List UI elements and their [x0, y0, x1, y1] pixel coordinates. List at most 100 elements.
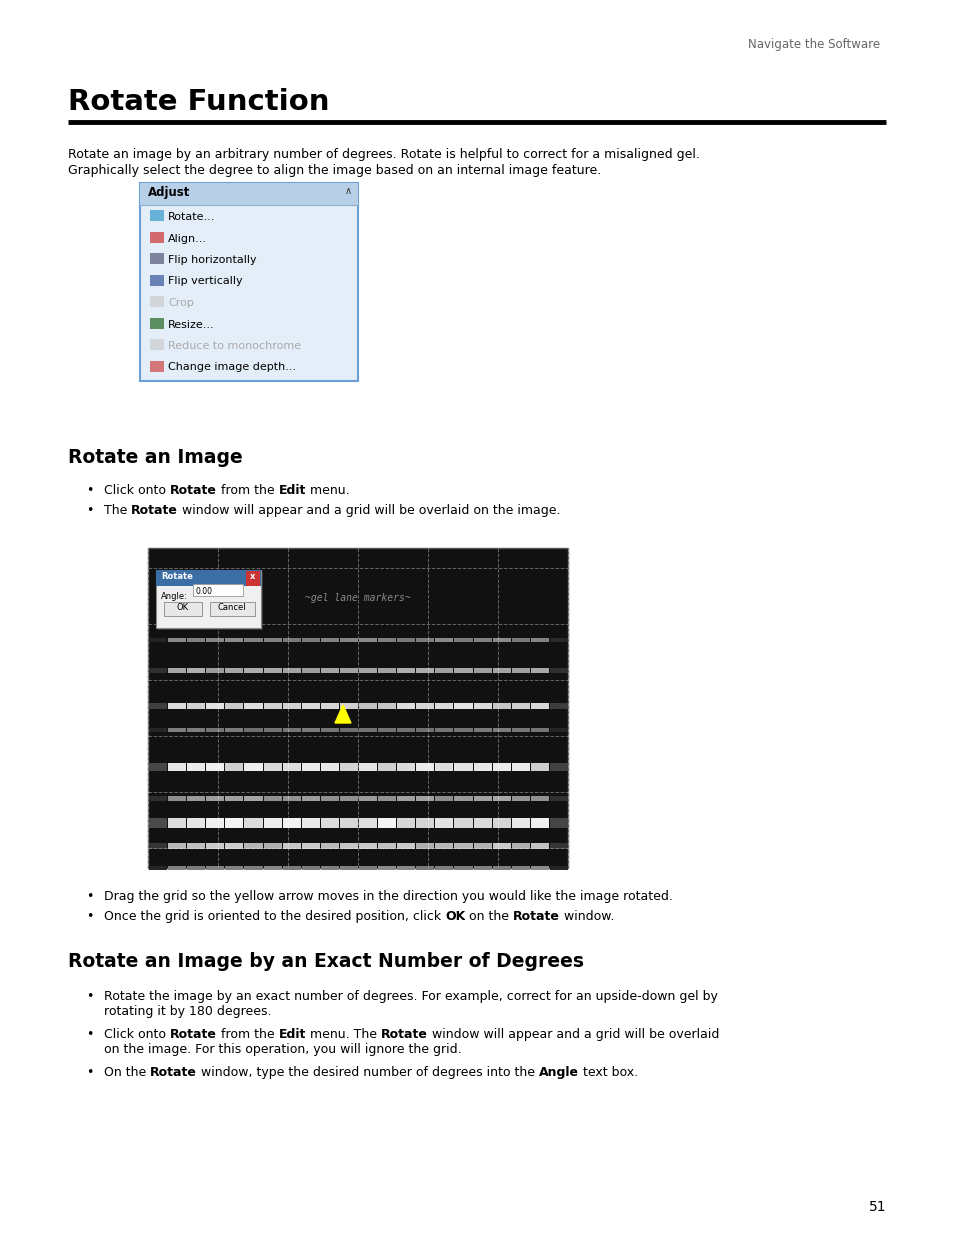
Text: Click onto: Click onto: [104, 1028, 170, 1041]
Bar: [530, 818, 548, 827]
Bar: [168, 668, 186, 673]
Bar: [549, 763, 567, 771]
Bar: [282, 818, 300, 827]
Bar: [225, 844, 243, 848]
Bar: [225, 866, 243, 869]
Bar: [358, 703, 376, 709]
Bar: [206, 844, 224, 848]
Bar: [140, 183, 357, 382]
Bar: [358, 668, 376, 673]
Bar: [396, 797, 415, 802]
Bar: [377, 668, 395, 673]
Bar: [206, 727, 224, 732]
Bar: [301, 668, 319, 673]
Text: Rotate: Rotate: [170, 484, 216, 496]
Bar: [396, 866, 415, 869]
Text: from the: from the: [216, 484, 278, 496]
Text: Change image depth...: Change image depth...: [168, 363, 295, 373]
Bar: [396, 668, 415, 673]
Text: Rotate the image by an exact number of degrees. For example, correct for an upsi: Rotate the image by an exact number of d…: [104, 990, 717, 1003]
Bar: [473, 763, 491, 771]
Bar: [282, 668, 300, 673]
Bar: [530, 763, 548, 771]
Text: Once the grid is oriented to the desired position, click: Once the grid is oriented to the desired…: [104, 910, 445, 923]
Bar: [320, 727, 338, 732]
Bar: [263, 763, 281, 771]
Bar: [149, 638, 167, 642]
Bar: [435, 727, 453, 732]
Bar: [339, 797, 357, 802]
Bar: [187, 763, 205, 771]
Bar: [149, 818, 167, 827]
Bar: [549, 727, 567, 732]
Bar: [358, 763, 376, 771]
Bar: [225, 763, 243, 771]
Bar: [225, 727, 243, 732]
Bar: [377, 866, 395, 869]
Text: text box.: text box.: [578, 1066, 638, 1079]
Text: ~gel lane markers~: ~gel lane markers~: [305, 593, 411, 603]
Bar: [320, 797, 338, 802]
Bar: [396, 638, 415, 642]
Bar: [454, 797, 472, 802]
Bar: [225, 797, 243, 802]
Text: Crop: Crop: [168, 298, 193, 308]
Bar: [377, 797, 395, 802]
Text: Reduce to monochrome: Reduce to monochrome: [168, 341, 301, 351]
Bar: [396, 818, 415, 827]
Bar: [416, 703, 434, 709]
Bar: [511, 763, 529, 771]
Bar: [150, 361, 164, 372]
Bar: [263, 703, 281, 709]
Bar: [473, 638, 491, 642]
Bar: [549, 668, 567, 673]
Bar: [435, 844, 453, 848]
Bar: [140, 183, 357, 205]
Bar: [244, 866, 262, 869]
Text: OK: OK: [176, 603, 189, 613]
Bar: [156, 571, 261, 585]
Text: window, type the desired number of degrees into the: window, type the desired number of degre…: [197, 1066, 538, 1079]
Bar: [339, 844, 357, 848]
Bar: [206, 866, 224, 869]
Bar: [263, 797, 281, 802]
Bar: [377, 727, 395, 732]
Bar: [377, 703, 395, 709]
Text: window will appear and a grid will be overlaid: window will appear and a grid will be ov…: [427, 1028, 719, 1041]
Text: Flip horizontally: Flip horizontally: [168, 254, 256, 266]
Bar: [454, 844, 472, 848]
Bar: [530, 668, 548, 673]
Bar: [148, 548, 567, 868]
Bar: [530, 797, 548, 802]
Bar: [416, 866, 434, 869]
Bar: [149, 727, 167, 732]
Bar: [225, 668, 243, 673]
Bar: [511, 844, 529, 848]
Bar: [206, 763, 224, 771]
Bar: [149, 797, 167, 802]
Text: Rotate: Rotate: [150, 1066, 197, 1079]
Bar: [435, 668, 453, 673]
Text: Rotate an Image by an Exact Number of Degrees: Rotate an Image by an Exact Number of De…: [68, 952, 583, 971]
Bar: [282, 638, 300, 642]
Bar: [282, 844, 300, 848]
Text: The: The: [104, 504, 132, 517]
Bar: [263, 727, 281, 732]
Bar: [244, 703, 262, 709]
Bar: [282, 727, 300, 732]
Bar: [473, 797, 491, 802]
Bar: [187, 638, 205, 642]
Bar: [187, 797, 205, 802]
Bar: [244, 727, 262, 732]
Text: from the: from the: [216, 1028, 278, 1041]
Bar: [263, 866, 281, 869]
Text: Rotate: Rotate: [132, 504, 178, 517]
Bar: [320, 818, 338, 827]
Bar: [193, 584, 243, 597]
Bar: [263, 668, 281, 673]
Text: menu.: menu.: [306, 484, 349, 496]
Bar: [511, 638, 529, 642]
Bar: [168, 638, 186, 642]
Text: •: •: [86, 1028, 93, 1041]
Bar: [244, 668, 262, 673]
